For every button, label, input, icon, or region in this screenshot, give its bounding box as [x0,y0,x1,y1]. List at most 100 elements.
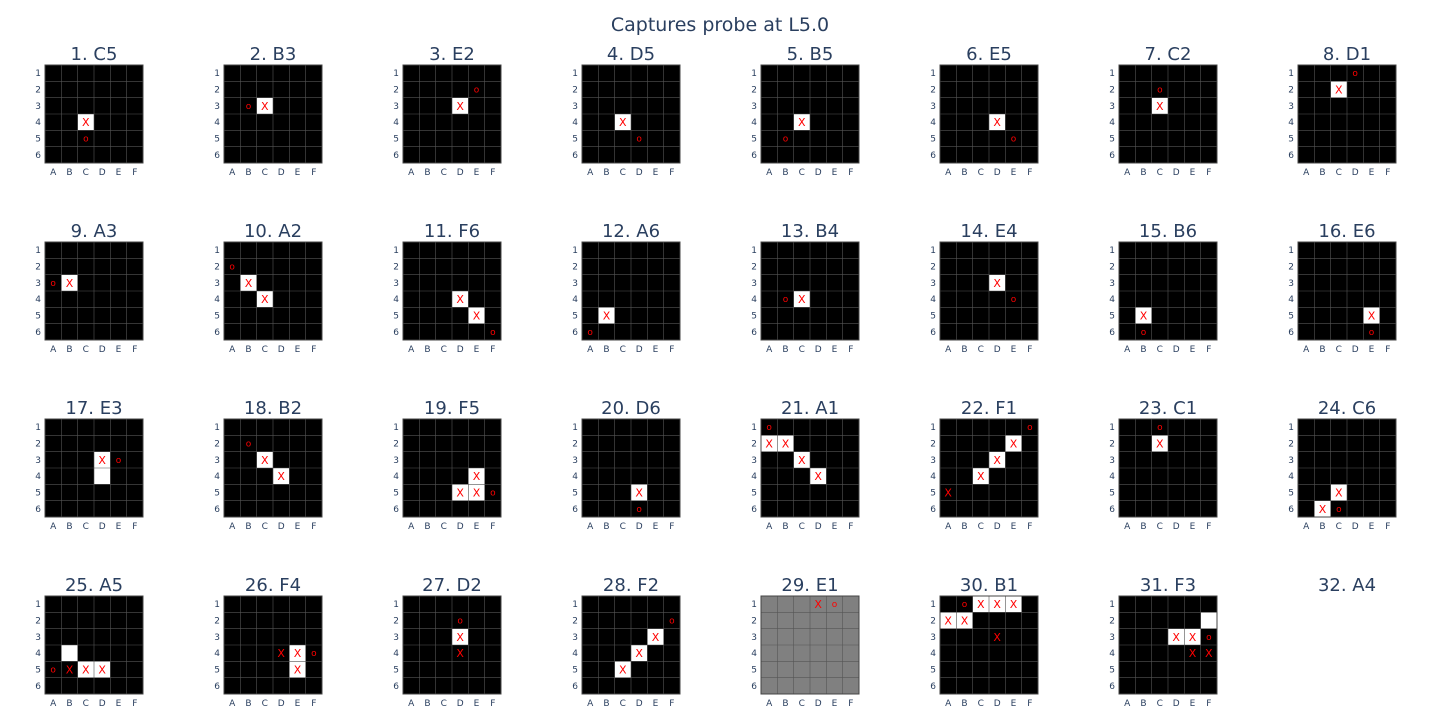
capture-mark-x: X [814,598,822,611]
column-tick-label: C [262,345,268,355]
row-tick-label: 2 [393,263,399,273]
row-tick-label: 5 [572,312,578,322]
capture-mark-x: X [98,454,106,467]
highlighted-cell [614,114,631,131]
panel-border [760,595,860,695]
column-tick-label: F [1027,168,1032,178]
row-tick-label: 6 [1109,682,1115,692]
column-tick-label: F [1027,699,1032,709]
column-tick-label: D [1173,522,1180,532]
column-tick-label: F [1206,345,1211,355]
panel-title: 9. A3 [71,221,118,242]
column-tick-label: F [311,699,316,709]
row-tick-label: 2 [572,617,578,627]
row-tick-label: 3 [751,102,757,112]
highlighted-cell [793,114,810,131]
column-tick-label: F [132,168,137,178]
highlighted-cell [631,484,648,501]
row-tick-label: 6 [930,505,936,515]
capture-mark-x: X [944,615,952,628]
row-tick-label: 2 [393,440,399,450]
column-tick-label: D [994,699,1001,709]
capture-mark-x: X [261,454,269,467]
capture-mark-x: X [456,647,464,660]
column-tick-label: C [978,345,984,355]
row-tick-label: 3 [930,102,936,112]
row-tick-label: 3 [751,633,757,643]
row-tick-label: 4 [572,118,578,128]
panel-border [581,64,681,164]
row-tick-label: 2 [1109,617,1115,627]
panel-border [1118,418,1218,518]
column-tick-label: E [832,522,838,532]
column-tick-label: E [1369,345,1375,355]
chart-title: Captures probe at L5.0 [610,14,830,36]
column-tick-label: D [99,699,106,709]
column-tick-label: B [1140,168,1146,178]
column-tick-label: A [945,522,952,532]
column-tick-label: A [1303,168,1310,178]
row-tick-label: 6 [35,505,41,515]
column-tick-label: A [50,522,57,532]
row-tick-label: 5 [930,666,936,676]
row-tick-label: 1 [751,246,757,256]
column-tick-label: F [848,699,853,709]
column-tick-label: A [945,699,952,709]
panel-border [760,241,860,341]
column-tick-label: B [1140,699,1146,709]
column-tick-label: B [961,168,967,178]
column-tick-label: C [620,522,626,532]
row-tick-label: 1 [214,423,220,433]
row-tick-label: 2 [751,263,757,273]
row-tick-label: 2 [930,86,936,96]
row-tick-label: 5 [393,312,399,322]
row-tick-label: 6 [1109,328,1115,338]
panel-border [760,64,860,164]
probe-mark-o: o [636,135,642,145]
row-tick-label: 4 [35,649,41,659]
panel-title: 13. B4 [781,221,839,242]
column-tick-label: D [815,168,822,178]
probe-mark-o: o [246,440,252,450]
row-tick-label: 1 [930,69,936,79]
highlighted-cell [94,451,111,468]
column-tick-label: E [474,345,480,355]
column-tick-label: F [848,168,853,178]
row-tick-label: 2 [1109,263,1115,273]
row-tick-label: 2 [1109,86,1115,96]
panel-title: 5. B5 [787,44,834,65]
panel-border [1118,595,1218,695]
column-tick-label: C [83,168,89,178]
row-tick-label: 2 [572,86,578,96]
column-tick-label: A [229,168,236,178]
row-tick-label: 2 [214,617,220,627]
column-tick-label: B [66,699,72,709]
column-tick-label: C [799,699,805,709]
column-tick-label: D [99,168,106,178]
probe-mark-o: o [1336,505,1342,515]
capture-mark-x: X [1156,438,1164,451]
column-tick-label: F [132,699,137,709]
row-tick-label: 4 [393,118,399,128]
probe-mark-o: o [50,279,56,289]
highlighted-cell [1168,628,1185,645]
probe-mark-o: o [490,328,496,338]
column-tick-label: C [262,699,268,709]
row-tick-label: 4 [1109,649,1115,659]
panel-border [939,595,1039,695]
row-tick-label: 1 [393,69,399,79]
column-tick-label: D [636,168,643,178]
column-tick-label: B [245,168,251,178]
column-tick-label: D [278,345,285,355]
row-tick-label: 4 [1109,472,1115,482]
capture-mark-x: X [1335,487,1343,500]
row-tick-label: 6 [393,505,399,515]
row-tick-label: 3 [930,456,936,466]
row-tick-label: 5 [930,135,936,145]
column-tick-label: D [1173,168,1180,178]
row-tick-label: 5 [393,666,399,676]
column-tick-label: E [295,345,301,355]
column-tick-label: A [766,522,773,532]
column-tick-label: C [83,345,89,355]
panel-border [1118,64,1218,164]
